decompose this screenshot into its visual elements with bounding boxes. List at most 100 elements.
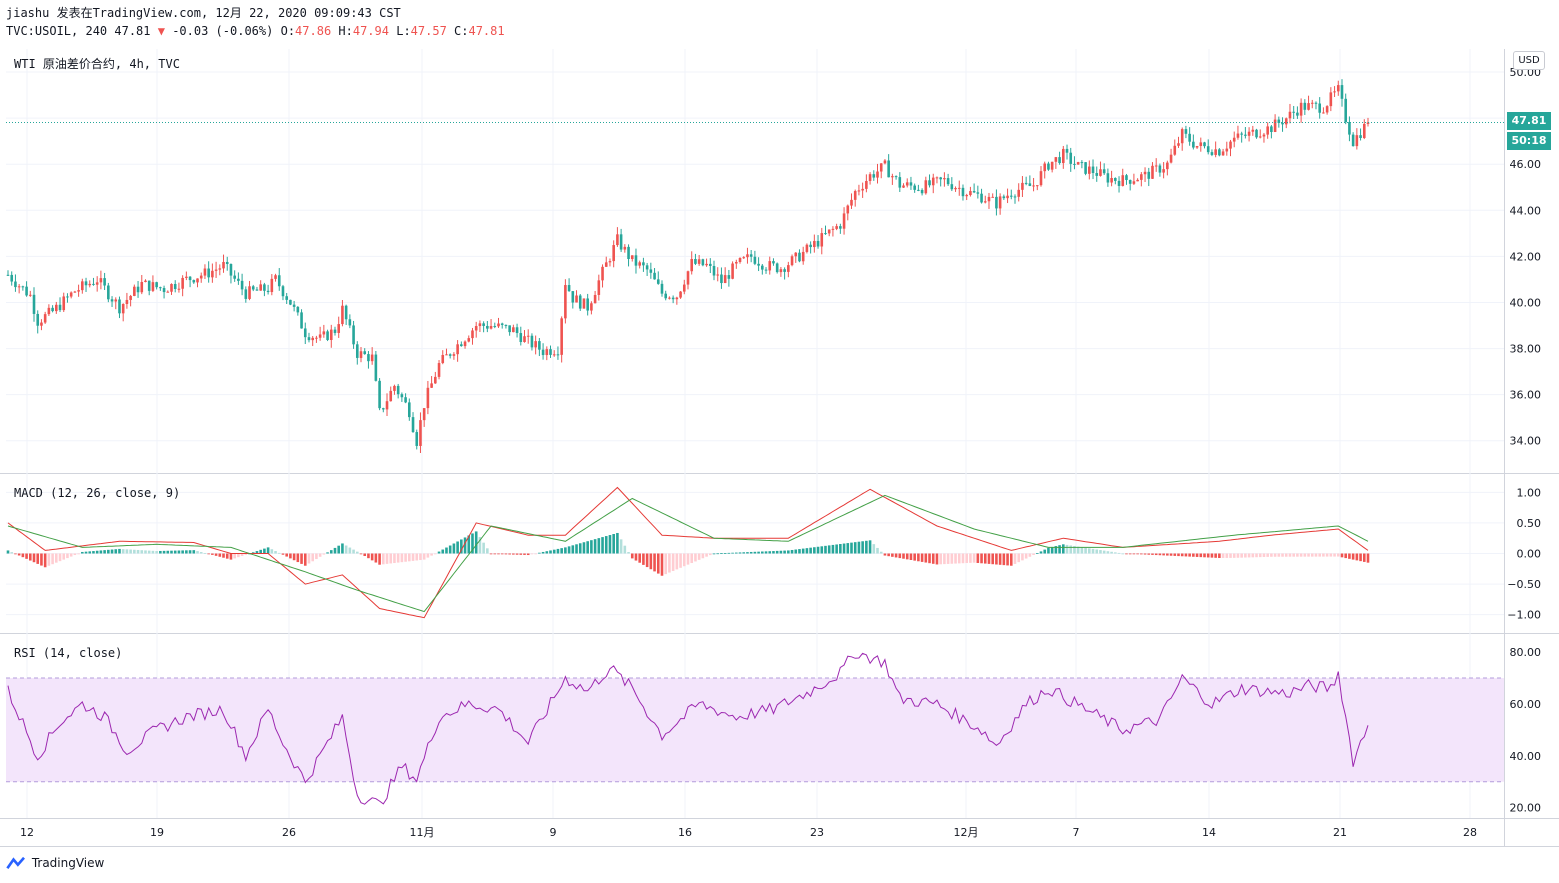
macd-hist-bar	[270, 549, 274, 554]
macd-hist-bar	[370, 553, 374, 561]
macd-hist-bar	[181, 550, 184, 554]
candle-body	[385, 401, 389, 410]
candle-body	[1221, 151, 1225, 156]
macd-hist-bar	[1299, 553, 1303, 557]
macd-hist-bar	[1366, 553, 1370, 563]
candle-body	[489, 326, 493, 329]
macd-hist-bar	[668, 553, 671, 573]
candle-body	[51, 307, 54, 312]
macd-hist-bar	[467, 535, 471, 554]
ohlc-bar: TVC:USOIL, 240 47.81 ▼ -0.03 (-0.06%) O:…	[6, 24, 505, 39]
macd-hist-bar	[348, 547, 352, 554]
candle-body	[749, 254, 753, 257]
candle-body	[1203, 142, 1206, 147]
macd-hist-bar	[95, 550, 99, 554]
macd-hist-bar	[1288, 553, 1292, 557]
macd-hist-bar	[1117, 552, 1121, 554]
x-tick-label: 16	[678, 826, 692, 839]
macd-hist-bar	[578, 543, 582, 554]
candle-body	[556, 354, 560, 356]
tradingview-logo[interactable]: TradingView	[6, 856, 104, 870]
candle-body	[430, 383, 433, 388]
candle-body	[147, 280, 151, 291]
candle-body	[675, 297, 679, 300]
open-label: O:	[280, 24, 296, 38]
candle-body	[1117, 180, 1121, 186]
macd-hist-bar	[14, 553, 17, 555]
macd-hist-bar	[686, 553, 690, 565]
macd-hist-bar	[196, 551, 199, 554]
candle-body	[1065, 148, 1069, 153]
candle-body	[1251, 129, 1255, 132]
macd-hist-bar	[998, 553, 1002, 565]
candle-body	[192, 280, 196, 283]
candle-body	[775, 263, 779, 273]
macd-hist-bar	[508, 553, 511, 555]
candle-body	[1002, 196, 1006, 199]
candle-body	[88, 283, 92, 286]
candle-body	[1169, 154, 1173, 163]
macd-hist-bar	[638, 553, 641, 563]
macd-hist-bar	[842, 543, 846, 554]
macd-hist-bar	[17, 553, 21, 556]
macd-hist-bar	[1169, 553, 1173, 556]
candle-body	[1258, 136, 1262, 138]
macd-hist-bar	[995, 553, 998, 565]
candle-body	[185, 276, 188, 278]
candle-body	[1307, 103, 1310, 110]
candle-body	[66, 296, 69, 298]
macd-hist-bar	[1318, 553, 1321, 557]
candle-body	[1024, 182, 1028, 184]
candle-body	[426, 387, 430, 409]
candle-body	[679, 291, 682, 298]
macd-hist-bar	[708, 553, 712, 556]
macd-hist-bar	[88, 551, 92, 554]
candle-body	[1336, 85, 1340, 92]
macd-hist-bar	[211, 553, 214, 555]
candle-body	[943, 178, 946, 180]
candle-body	[1262, 134, 1266, 137]
candle-body	[1073, 163, 1076, 165]
macd-hist-bar	[1073, 546, 1076, 554]
candle-body	[1102, 169, 1106, 174]
macd-hist-bar	[315, 553, 318, 560]
macd-hist-bar	[51, 553, 54, 565]
candle-body	[515, 327, 519, 334]
macd-hist-bar	[675, 553, 679, 570]
candle-body	[690, 258, 694, 272]
candle-body	[322, 331, 326, 335]
candle-body	[73, 291, 77, 293]
macd-hist-bar	[460, 539, 463, 554]
macd-hist-bar	[883, 553, 887, 556]
macd-hist-bar	[1028, 553, 1032, 557]
macd-hist-bar	[337, 545, 341, 554]
macd-hist-bar	[1143, 553, 1147, 555]
candle-body	[742, 257, 746, 259]
candle-body	[285, 296, 288, 300]
candle-body	[720, 274, 723, 284]
candle-body	[582, 298, 586, 309]
macd-hist-bar	[144, 550, 147, 554]
candle-body	[1333, 91, 1336, 93]
macd-hist-bar	[716, 553, 720, 555]
macd-hist-bar	[731, 552, 734, 554]
macd-hist-bar	[456, 541, 459, 554]
macd-hist-bar	[590, 540, 593, 554]
price-pane-title: WTI 原油差价合约, 4h, TVC	[14, 57, 180, 71]
candle-body	[460, 344, 463, 347]
candle-body	[1047, 163, 1050, 170]
macd-hist-bar	[1206, 553, 1210, 558]
currency-button[interactable]: USD	[1513, 51, 1545, 70]
candle-body	[1091, 166, 1095, 174]
macd-hist-bar	[129, 549, 132, 554]
candle-body	[1322, 112, 1325, 114]
macd-hist-bar	[159, 550, 162, 554]
candle-body	[995, 196, 998, 209]
macd-hist-bar	[326, 552, 329, 554]
macd-hist-bar	[1192, 553, 1195, 557]
candle-body	[1017, 189, 1021, 197]
macd-hist-bar	[10, 552, 14, 554]
candle-body	[857, 190, 861, 192]
macd-hist-bar	[943, 553, 946, 565]
